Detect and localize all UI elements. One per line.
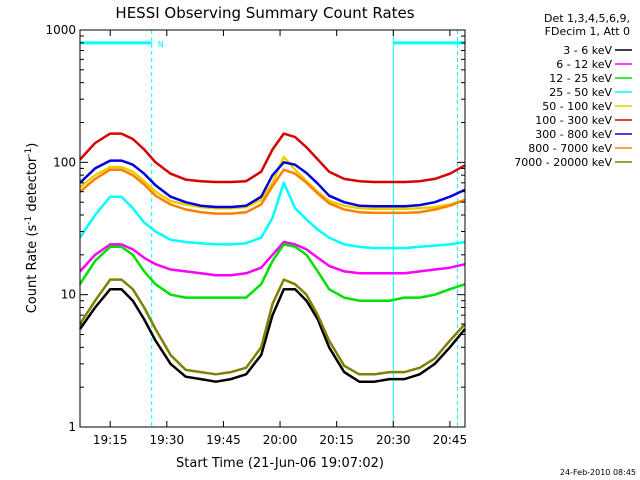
x-tick-label-5: 20:15 — [319, 433, 354, 447]
legend-label-8: 800 - 7000 keV — [528, 142, 612, 155]
legend-label-9: 7000 - 20000 keV — [514, 156, 612, 169]
x-axis: 19:15 19:30 19:45 20:00 20:15 20:30 20:45 — [93, 30, 467, 447]
series-line-6 — [79, 132, 466, 184]
x-tick-label-7: 20:45 — [433, 433, 468, 447]
legend-label-4: 25 - 50 keV — [549, 86, 612, 99]
y-axis-label-end: ) — [25, 143, 40, 148]
legend-label-1: 3 - 6 keV — [563, 44, 612, 57]
legend-label-5: 50 - 100 keV — [542, 100, 612, 113]
y-axis-label-mid: detector — [25, 156, 40, 216]
legend-header-2: FDecim 1, Att 0 — [545, 25, 630, 38]
x-tick-label-2: 19:30 — [150, 433, 185, 447]
y-axis: 1 10 100 1000 — [45, 23, 465, 434]
flag-label-1: N — [158, 40, 164, 49]
y-axis-label-sup1: -1 — [24, 216, 34, 225]
series-line-2 — [79, 240, 466, 277]
series-line-1 — [78, 287, 466, 383]
series-line-4 — [78, 181, 466, 250]
legend-header-1: Det 1,3,4,5,6,9, — [544, 12, 630, 25]
series-line-9 — [78, 278, 466, 376]
legend-label-2: 6 - 12 keV — [556, 58, 612, 71]
series-line-7 — [79, 159, 466, 209]
y-axis-label: Count Rate (s-1 detector-1) — [24, 143, 40, 314]
footer-date: 24-Feb-2010 08:45 — [560, 468, 636, 477]
plot-area: N — [78, 30, 466, 427]
series-line-3 — [78, 243, 466, 302]
series-line-8 — [79, 168, 466, 215]
legend-label-3: 12 - 25 keV — [549, 72, 612, 85]
chart-title: HESSI Observing Summary Count Rates — [115, 4, 414, 22]
x-tick-label-3: 19:45 — [206, 433, 241, 447]
series-line-5 — [79, 155, 466, 211]
y-tick-label-1: 1 — [68, 420, 76, 434]
legend-label-6: 100 - 300 keV — [535, 114, 612, 127]
legend: Det 1,3,4,5,6,9,FDecim 1, Att 0 3 - 6 keV… — [514, 12, 632, 169]
plot-frame — [79, 29, 466, 428]
y-tick-label-3: 100 — [53, 155, 76, 169]
y-tick-label-2: 10 — [61, 288, 76, 302]
y-axis-label-main: Count Rate (s — [25, 225, 40, 314]
x-axis-label: Start Time (21-Jun-06 19:07:02) — [176, 456, 384, 471]
y-axis-label-sup2: -1 — [24, 148, 34, 157]
y-tick-label-4: 1000 — [45, 23, 76, 37]
legend-label-7: 300 - 800 keV — [535, 128, 612, 141]
x-tick-label-4: 20:00 — [263, 433, 298, 447]
x-tick-label-6: 20:30 — [376, 433, 411, 447]
x-tick-label-1: 19:15 — [93, 433, 128, 447]
